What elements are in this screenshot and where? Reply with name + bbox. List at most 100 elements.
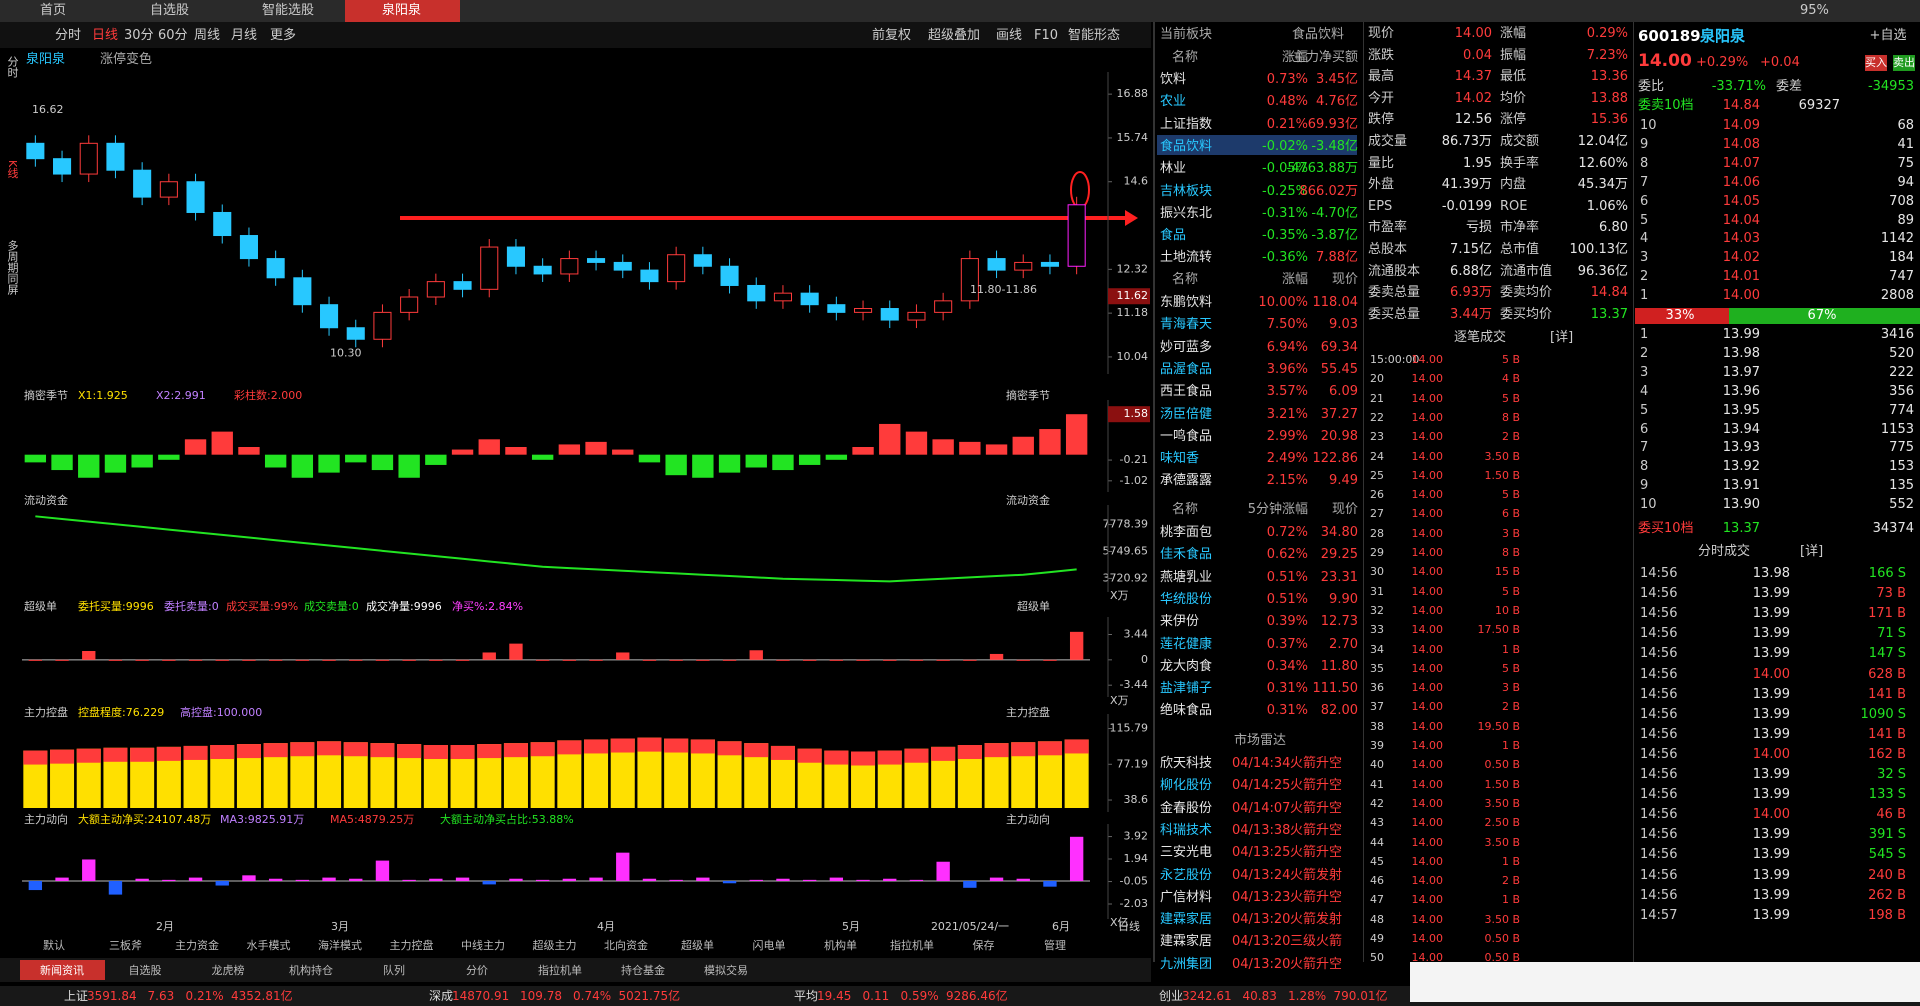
panel-tab[interactable]: 机构持仓 bbox=[289, 964, 333, 977]
spike bbox=[776, 659, 790, 661]
period-button[interactable]: 更多 bbox=[270, 28, 297, 43]
radar-time: 04/13:20 bbox=[1232, 912, 1291, 928]
indicator-tab[interactable]: 超级主力 bbox=[532, 939, 577, 952]
row-value: -4.70亿 bbox=[1311, 205, 1358, 221]
row-value: -4763.88万 bbox=[1286, 161, 1358, 177]
indicator-param: 成交卖量:0 bbox=[304, 599, 359, 613]
panel-tab[interactable]: 自选股 bbox=[128, 964, 162, 977]
indicator-tab[interactable]: 机构单 bbox=[824, 939, 857, 952]
unit: X万 bbox=[1110, 694, 1129, 707]
indicator-tab[interactable]: 指拉机单 bbox=[890, 939, 934, 952]
toolbar-button[interactable]: 智能形态 bbox=[1068, 28, 1121, 43]
tick-price: 13.99 bbox=[1752, 606, 1790, 622]
indicator-tab[interactable]: 闪电单 bbox=[752, 939, 786, 952]
trade-time: 20 bbox=[1370, 372, 1384, 386]
spike bbox=[268, 659, 283, 661]
trade-time: 23 bbox=[1370, 430, 1384, 444]
panel-tab[interactable]: 指拉机单 bbox=[538, 964, 582, 977]
selected-row[interactable] bbox=[1157, 135, 1357, 155]
quote-value: 100.13亿 bbox=[1569, 242, 1629, 257]
level-volume: 184 bbox=[1889, 250, 1914, 266]
level-volume: 1153 bbox=[1880, 421, 1914, 437]
y-tick-label: 0 bbox=[1141, 653, 1148, 666]
period-button[interactable]: 60分 bbox=[158, 28, 188, 43]
drawing-toolbar[interactable] bbox=[1410, 962, 1920, 1002]
radar-time: 04/13:25 bbox=[1232, 845, 1291, 861]
x-tick-label: 2021/05/24/一 bbox=[931, 920, 1009, 933]
indicator-tab[interactable]: 海洋模式 bbox=[318, 939, 362, 952]
spike bbox=[429, 878, 443, 881]
period-button[interactable]: 周线 bbox=[194, 28, 221, 43]
watch-button[interactable]: +自选 bbox=[1869, 28, 1907, 43]
change: +0.04 bbox=[1760, 55, 1800, 70]
period-button[interactable]: 30分 bbox=[124, 28, 154, 43]
indicator-tab[interactable]: 北向资金 bbox=[604, 939, 648, 952]
control-bar-cap bbox=[130, 747, 155, 762]
candle-body bbox=[506, 246, 525, 267]
spike bbox=[28, 659, 43, 661]
buy-button[interactable]: 买入 bbox=[1865, 55, 1887, 71]
tick-time: 14:56 bbox=[1640, 827, 1678, 843]
panel-tab[interactable]: 持仓基金 bbox=[621, 964, 665, 977]
quote-label: 委卖总量 bbox=[1368, 285, 1421, 301]
indicator-tab[interactable]: 水手模式 bbox=[246, 939, 291, 952]
quote-value: 13.37 bbox=[1590, 306, 1628, 322]
top-tab[interactable]: 首页 bbox=[40, 3, 67, 18]
control-bar-cap bbox=[637, 737, 662, 752]
top-tab[interactable]: 智能选股 bbox=[262, 3, 315, 18]
indicator-tab[interactable]: 三板斧 bbox=[109, 939, 142, 952]
indicator-tab[interactable]: 主力控盘 bbox=[389, 939, 434, 952]
panel-tab[interactable]: 模拟交易 bbox=[704, 964, 748, 977]
toolbar-button[interactable]: 前复权 bbox=[872, 28, 912, 43]
indicator-tab[interactable]: 默认 bbox=[43, 939, 65, 952]
toolbar-button[interactable]: F10 bbox=[1034, 28, 1059, 43]
level: 8 bbox=[1640, 155, 1649, 171]
sell-button[interactable]: 卖出 bbox=[1893, 55, 1915, 71]
x-tick-label: 3月 bbox=[331, 920, 349, 933]
indicator-tab[interactable]: 主力资金 bbox=[175, 939, 219, 952]
quote-label: 流通股本 bbox=[1368, 263, 1421, 279]
active-tab[interactable] bbox=[345, 0, 460, 22]
indicator-tab[interactable]: 中线主力 bbox=[461, 939, 505, 952]
level: 3 bbox=[1640, 364, 1649, 380]
panel-tab[interactable]: 新闻资讯 bbox=[40, 964, 84, 977]
period-button[interactable]: 日线 bbox=[92, 28, 119, 43]
tick-price: 13.98 bbox=[1752, 566, 1790, 581]
indicator-title: 流动资金 bbox=[24, 493, 68, 507]
panel-title: 当前板块 bbox=[1160, 27, 1213, 42]
spike bbox=[55, 877, 69, 881]
indicator-title: 超级单 bbox=[1017, 599, 1050, 613]
toolbar-button[interactable]: 超级叠加 bbox=[928, 28, 981, 43]
indicator-param: 委托卖量:0 bbox=[164, 599, 219, 613]
trade-time: 27 bbox=[1370, 507, 1384, 521]
control-bar-cap bbox=[23, 750, 48, 765]
indicator-tab[interactable]: 超级单 bbox=[681, 939, 714, 952]
top-tab[interactable]: 自选股 bbox=[150, 3, 190, 18]
option: 涨停变色 bbox=[100, 52, 153, 67]
radar-time: 04/13:24 bbox=[1232, 867, 1291, 883]
level: 4 bbox=[1640, 231, 1649, 247]
tick-volume: 545 S bbox=[1868, 847, 1906, 863]
spike bbox=[989, 653, 1004, 660]
spike bbox=[936, 659, 950, 661]
spike bbox=[909, 659, 924, 661]
panel-tab[interactable]: 分价 bbox=[466, 964, 488, 977]
radar-name: 九洲集团 bbox=[1160, 956, 1213, 972]
row-value: 12.73 bbox=[1320, 614, 1358, 630]
spike bbox=[936, 861, 950, 881]
toolbar-button[interactable]: 画线 bbox=[996, 28, 1023, 43]
period-button[interactable]: 月线 bbox=[231, 28, 258, 43]
detail-link: [详] bbox=[1550, 330, 1574, 345]
radar-time: 04/14:07 bbox=[1232, 800, 1291, 816]
top-tab[interactable]: 泉阳泉 bbox=[382, 3, 422, 18]
bar bbox=[425, 454, 447, 465]
unit: X亿 bbox=[1110, 916, 1129, 929]
radar-time: 04/13:23 bbox=[1232, 889, 1291, 905]
active-panel-tab[interactable] bbox=[20, 960, 105, 980]
panel-tab[interactable]: 龙虎榜 bbox=[211, 964, 245, 977]
panel-tab[interactable]: 队列 bbox=[383, 964, 405, 977]
indicator-tab[interactable]: 保存 bbox=[972, 939, 995, 952]
indicator-tab[interactable]: 管理 bbox=[1044, 939, 1066, 952]
period-button[interactable]: 分时 bbox=[55, 28, 82, 43]
tick-time: 14:56 bbox=[1640, 807, 1678, 823]
